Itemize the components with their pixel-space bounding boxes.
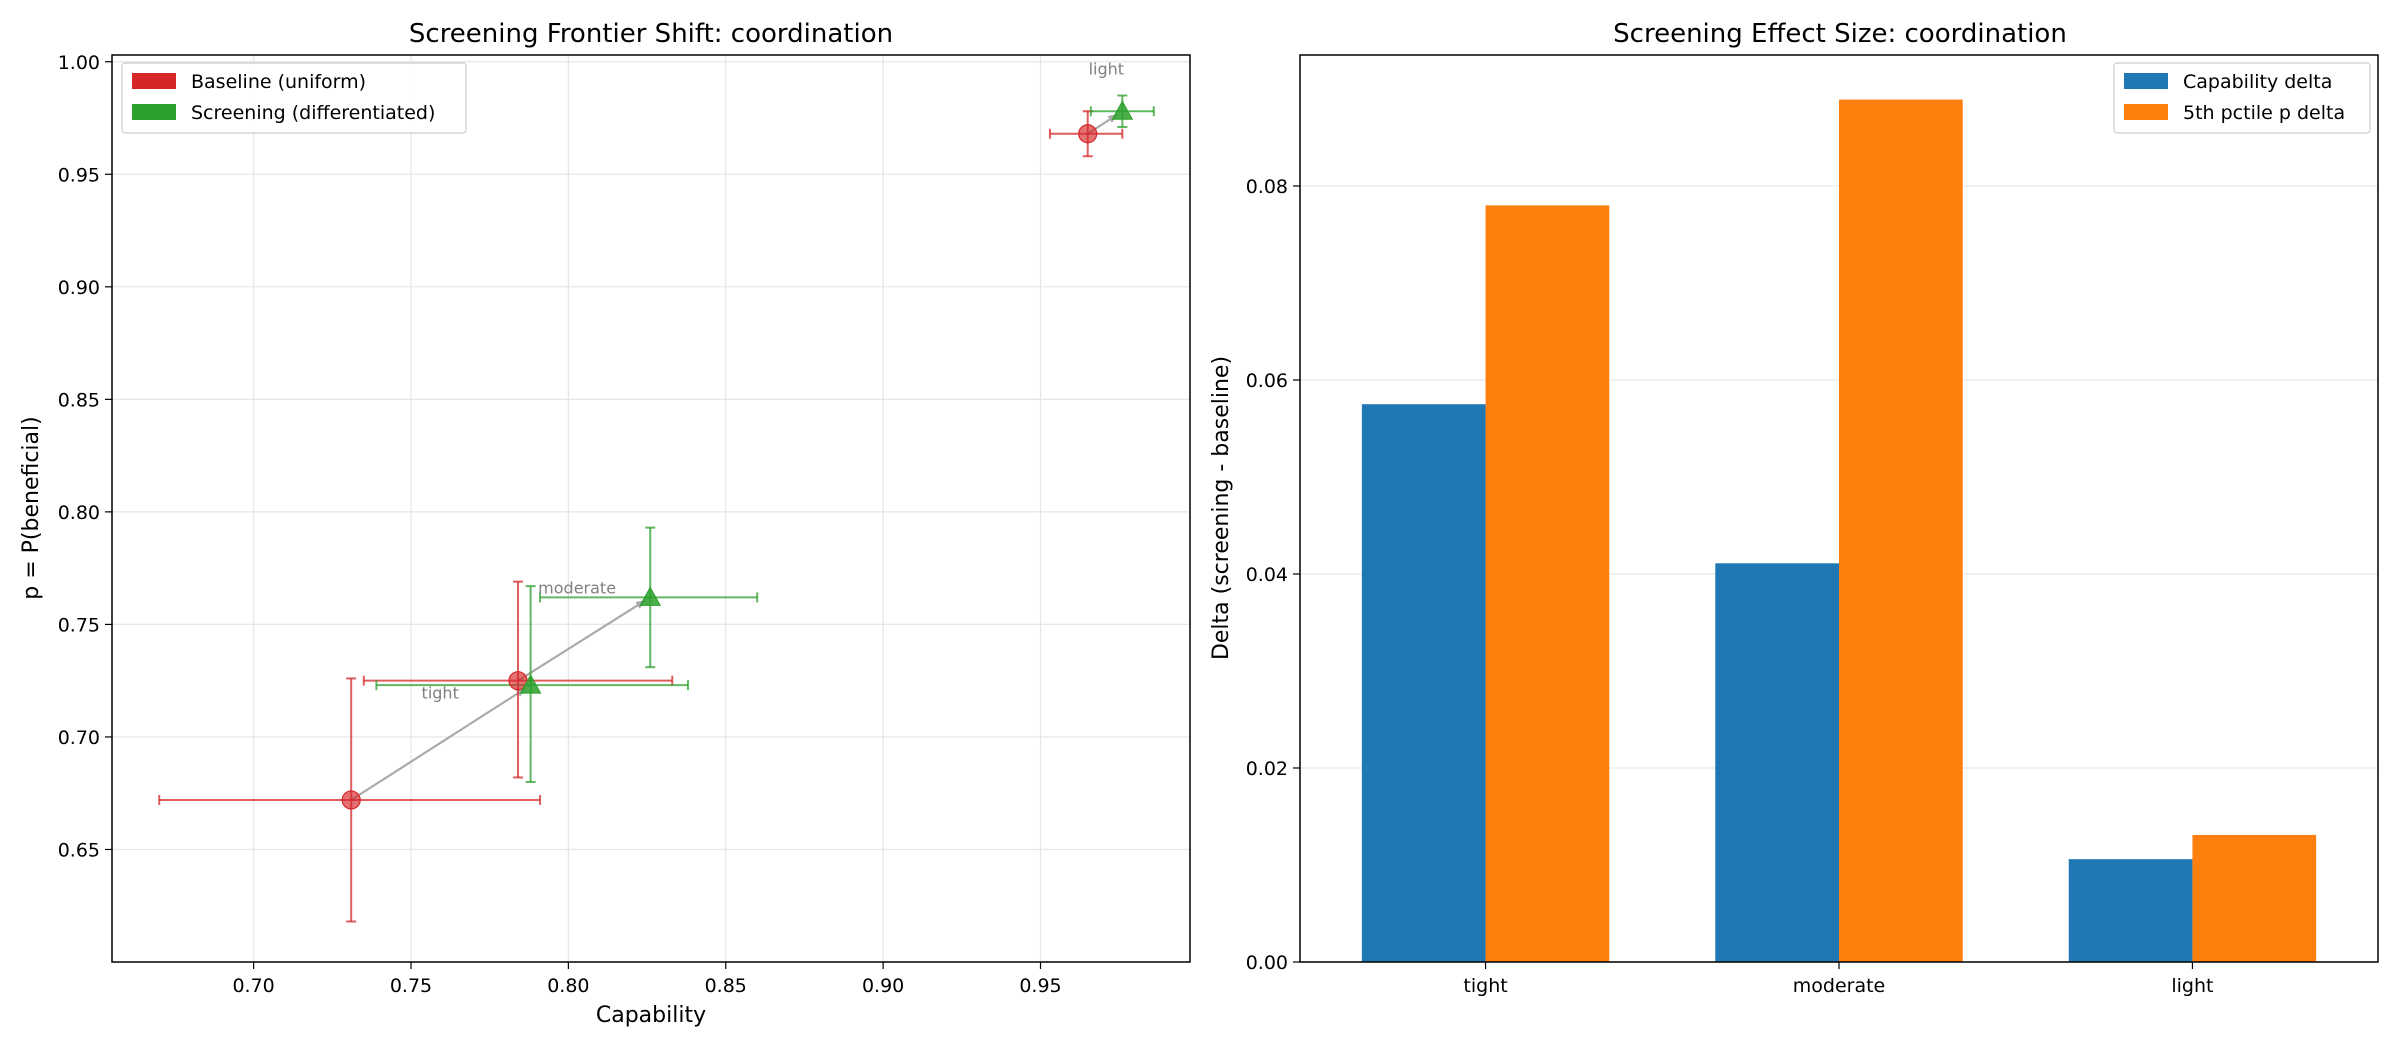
- left-x-tick-label: 0.70: [232, 975, 274, 997]
- left-x-tick-label: 0.75: [390, 975, 432, 997]
- capability-delta-bar-light: [2068, 859, 2193, 962]
- right-chart-title: Screening Effect Size: coordination: [1613, 19, 2067, 49]
- left-grid: [112, 55, 1190, 962]
- right-y-tick-label: 0.06: [1246, 370, 1288, 392]
- pctile-delta-bar-tight: [1485, 205, 1610, 963]
- capability-delta-bar-moderate: [1715, 563, 1839, 962]
- screening-point-moderate: [639, 586, 662, 606]
- left-chart-title: Screening Frontier Shift: coordination: [409, 19, 893, 49]
- left-y-tick-label: 1.00: [58, 52, 100, 74]
- baseline-point-light: [1078, 124, 1098, 144]
- legend-label-capability-delta: Capability delta: [2183, 71, 2332, 93]
- right-y-tick-label: 0.04: [1246, 564, 1288, 586]
- legend-swatch-capability-delta: [2124, 73, 2168, 89]
- left-ticks: 0.70 0.75 0.80 0.85 0.90 0.95 0.65 0.70 0.75 0.80…: [58, 52, 1062, 997]
- effect-size-panel: Screening Effect Size: coordination 0.00…: [1209, 19, 2379, 997]
- right-y-tick-label: 0.00: [1246, 952, 1288, 974]
- left-y-tick-label: 0.75: [58, 614, 100, 636]
- right-y-axis-label: Delta (screening - baseline): [1209, 356, 1234, 660]
- left-y-tick-label: 0.70: [58, 727, 100, 749]
- annotation-moderate: moderate: [538, 578, 616, 597]
- capability-delta-bar-tight: [1361, 404, 1486, 962]
- shift-arrow-moderate: [517, 599, 646, 682]
- right-x-tick-label: moderate: [1793, 975, 1885, 997]
- annotation-tight: tight: [422, 684, 459, 703]
- left-plot-frame: [111, 54, 1191, 963]
- legend-label-pctile-delta: 5th pctile p delta: [2183, 102, 2345, 124]
- left-plot-data: tight moderate light: [158, 59, 1155, 923]
- screening-point-tight: [519, 674, 542, 694]
- frontier-shift-panel: Screening Frontier Shift: coordination t…: [19, 19, 1191, 1028]
- left-legend: Baseline (uniform) Screening (differenti…: [121, 62, 467, 134]
- left-y-tick-label: 0.90: [58, 277, 100, 299]
- shift-arrow-tight: [350, 687, 527, 801]
- legend-label-baseline: Baseline (uniform): [191, 71, 366, 93]
- left-y-tick-label: 0.95: [58, 164, 100, 186]
- left-x-tick-label: 0.85: [705, 975, 747, 997]
- right-legend: Capability delta 5th pctile p delta: [2113, 62, 2371, 134]
- pctile-delta-bar-light: [2192, 834, 2317, 962]
- right-y-tick-label: 0.02: [1246, 758, 1288, 780]
- right-x-tick-label: tight: [1463, 975, 1507, 997]
- legend-swatch-baseline: [132, 73, 176, 89]
- right-x-tick-label: light: [2171, 975, 2213, 997]
- right-plot-data: [1361, 99, 2317, 963]
- pctile-delta-bar-moderate: [1839, 99, 1963, 963]
- legend-swatch-pctile-delta: [2124, 104, 2168, 120]
- baseline-point-tight: [341, 790, 361, 810]
- left-y-tick-label: 0.80: [58, 502, 100, 524]
- left-y-tick-label: 0.65: [58, 839, 100, 861]
- left-x-tick-label: 0.90: [862, 975, 904, 997]
- annotation-light: light: [1089, 59, 1124, 78]
- legend-label-screening: Screening (differentiated): [191, 102, 435, 124]
- right-legend-box: [2113, 62, 2371, 134]
- left-y-axis-label: p = P(beneficial): [19, 416, 44, 599]
- right-ticks: 0.00 0.02 0.04 0.06 0.08 tight moderate light: [1246, 176, 2214, 997]
- right-y-tick-label: 0.08: [1246, 176, 1288, 198]
- left-x-tick-label: 0.95: [1019, 975, 1061, 997]
- left-legend-box: [121, 62, 467, 134]
- left-y-tick-label: 0.85: [58, 389, 100, 411]
- legend-swatch-screening: [132, 104, 176, 120]
- screening-point-light: [1111, 100, 1134, 120]
- left-x-tick-label: 0.80: [547, 975, 589, 997]
- left-x-axis-label: Capability: [596, 1003, 706, 1028]
